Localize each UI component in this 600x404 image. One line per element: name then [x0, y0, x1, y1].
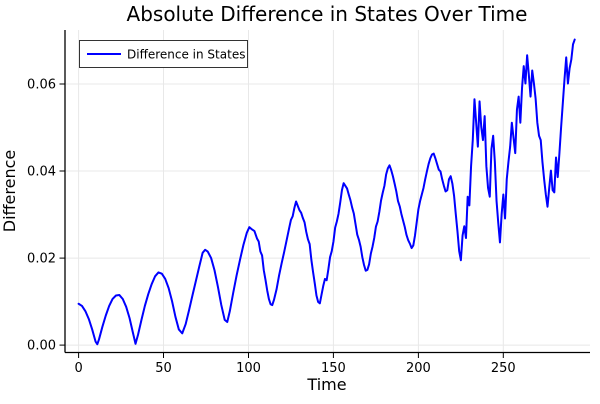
chart-title: Absolute Difference in States Over Time: [127, 2, 528, 26]
y-tick-label: 0.04: [27, 165, 56, 180]
x-tick-label: 250: [491, 361, 516, 376]
tick-labels: 0 50 100 150 200 250 0.00 0.02 0.04 0.06: [27, 78, 516, 377]
series-line-difference-in-states: [77, 38, 576, 346]
y-tick-label: 0.06: [27, 78, 56, 93]
y-tick-label: 0.02: [27, 252, 56, 267]
x-axis-label: Time: [306, 375, 346, 394]
legend: Difference in States: [79, 40, 248, 68]
x-tick-label: 200: [406, 361, 431, 376]
axes: [59, 30, 590, 358]
series-layer: [77, 38, 576, 346]
x-tick-label: 50: [155, 361, 172, 376]
x-tick-label: 100: [236, 361, 261, 376]
x-tick-label: 150: [321, 361, 346, 376]
y-axis-label: Difference: [0, 150, 19, 232]
legend-label: Difference in States: [127, 48, 245, 62]
y-tick-label: 0.00: [27, 339, 56, 354]
x-tick-label: 0: [74, 361, 82, 376]
gridlines: [65, 30, 590, 353]
